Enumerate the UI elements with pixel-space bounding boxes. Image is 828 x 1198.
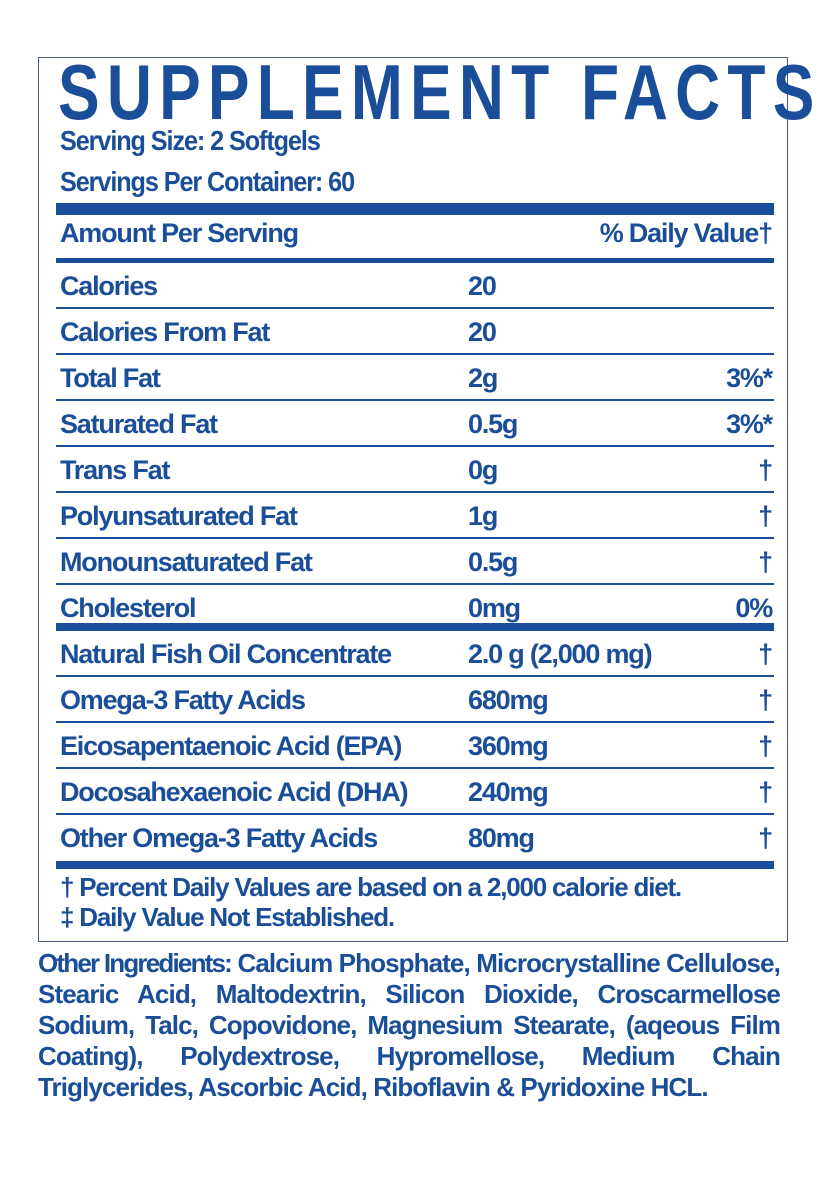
- table-row: Other Omega-3 Fatty Acids 80mg †: [56, 815, 774, 861]
- nutrient-name: Monounsaturated Fat: [60, 547, 313, 577]
- nutrient-amount: 1g: [468, 501, 498, 531]
- nutrient-name: Other Omega-3 Fatty Acids: [60, 823, 378, 853]
- nutrient-amount: 0mg: [468, 593, 521, 623]
- table-row: Natural Fish Oil Concentrate 2.0 g (2,000…: [56, 631, 774, 677]
- daily-value: 3%*: [726, 409, 773, 439]
- section-divider: [56, 623, 774, 631]
- nutrient-amount: 2.0 g (2,000 mg): [468, 639, 653, 669]
- other-ingredients-text: Calcium Phosphate, Microcrystalline Cell…: [38, 948, 781, 1102]
- daily-value: 0%: [735, 593, 773, 623]
- table-row: Omega-3 Fatty Acids 680mg †: [56, 677, 774, 723]
- nutrient-amount: 680mg: [468, 685, 549, 715]
- table-row: Calories From Fat 20: [56, 309, 774, 355]
- nutrient-name: Natural Fish Oil Concentrate: [60, 639, 392, 669]
- nutrient-name: Trans Fat: [60, 455, 170, 485]
- table-row: Monounsaturated Fat 0.5g †: [56, 539, 774, 585]
- table-row: Cholesterol 0mg 0%: [56, 585, 774, 631]
- thick-divider: [56, 203, 774, 215]
- daily-value: †: [758, 455, 773, 485]
- nutrient-name: Polyunsaturated Fat: [60, 501, 298, 531]
- nutrient-amount: 360mg: [468, 731, 549, 761]
- nutrient-amount: 0g: [468, 455, 498, 485]
- daily-value: †: [758, 685, 773, 715]
- panel-title: SUPPLEMENT FACTS: [58, 48, 822, 136]
- supplement-facts-panel: [38, 57, 788, 942]
- daily-value: †: [758, 823, 773, 853]
- table-row: Polyunsaturated Fat 1g †: [56, 493, 774, 539]
- table-row: Total Fat 2g 3%*: [56, 355, 774, 401]
- nutrient-name: Total Fat: [60, 363, 161, 393]
- daily-value: †: [758, 777, 773, 807]
- other-ingredients: Other Ingredients: Calcium Phosphate, Mi…: [38, 948, 781, 1103]
- nutrient-amount: 0.5g: [468, 547, 518, 577]
- nutrient-amount: 0.5g: [468, 409, 518, 439]
- daily-value-label: % Daily Value†: [599, 218, 774, 248]
- nutrient-name: Eicosapentaenoic Acid (EPA): [60, 731, 402, 761]
- nutrient-name: Cholesterol: [60, 593, 197, 623]
- bottom-divider: [56, 861, 774, 869]
- table-row: Docosahexaenoic Acid (DHA) 240mg †: [56, 769, 774, 815]
- nutrient-amount: 20: [468, 317, 497, 347]
- nutrient-name: Docosahexaenoic Acid (DHA): [60, 777, 409, 807]
- nutrient-amount: 80mg: [468, 823, 535, 853]
- serving-size: Serving Size: 2 Softgels: [60, 125, 321, 156]
- daily-value: †: [758, 639, 773, 669]
- table-row: Calories 20: [56, 263, 774, 309]
- amount-per-serving-label: Amount Per Serving: [60, 218, 299, 248]
- nutrient-name: Omega-3 Fatty Acids: [60, 685, 306, 715]
- footnote-not-established: ‡ Daily Value Not Established.: [60, 902, 395, 932]
- other-ingredients-label: Other Ingredients:: [38, 948, 233, 978]
- daily-value: †: [758, 547, 773, 577]
- table-row: Saturated Fat 0.5g 3%*: [56, 401, 774, 447]
- nutrient-amount: 20: [468, 271, 497, 301]
- nutrient-name: Calories From Fat: [60, 317, 270, 347]
- footnote-daily-values: † Percent Daily Values are based on a 2,…: [60, 872, 682, 902]
- table-row: Trans Fat 0g †: [56, 447, 774, 493]
- servings-per-container: Servings Per Container: 60: [60, 166, 355, 197]
- nutrient-amount: 240mg: [468, 777, 549, 807]
- nutrient-name: Saturated Fat: [60, 409, 218, 439]
- daily-value: †: [758, 731, 773, 761]
- table-row: Eicosapentaenoic Acid (EPA) 360mg †: [56, 723, 774, 769]
- nutrient-name: Calories: [60, 271, 158, 301]
- daily-value: †: [758, 501, 773, 531]
- daily-value: 3%*: [726, 363, 773, 393]
- header-divider: [56, 258, 774, 263]
- nutrient-amount: 2g: [468, 363, 498, 393]
- table-header: Amount Per Serving % Daily Value†: [60, 218, 774, 254]
